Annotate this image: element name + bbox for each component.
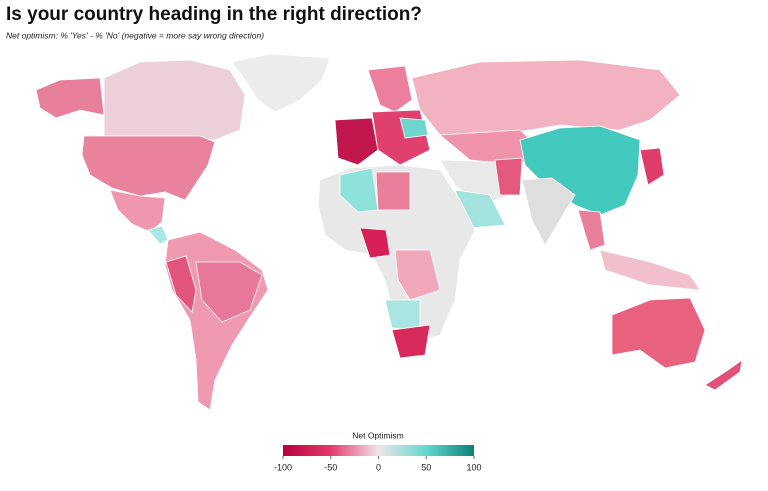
country	[399, 117, 429, 139]
country	[439, 159, 511, 206]
country	[231, 53, 331, 113]
country	[391, 324, 431, 359]
tick-label: 0	[376, 462, 381, 472]
country	[109, 189, 166, 233]
world-map	[35, 53, 743, 411]
country	[519, 125, 641, 216]
country	[339, 167, 379, 213]
subtitle: Net optimism: % 'Yes' - % 'No' (negative…	[6, 30, 264, 40]
legend-title: Net Optimism	[352, 430, 403, 440]
country	[359, 227, 391, 259]
country	[384, 299, 421, 331]
country	[367, 65, 413, 113]
country	[599, 249, 701, 291]
country	[577, 209, 606, 251]
title: Is your country heading in the right dir…	[6, 4, 422, 25]
country	[195, 261, 263, 323]
legend: Net Optimism -100 -50 0 50 100	[274, 430, 482, 472]
country	[375, 171, 411, 211]
country	[411, 59, 681, 136]
tick-label: 50	[421, 462, 431, 472]
country	[35, 77, 105, 119]
country	[334, 117, 379, 166]
colorbar	[283, 445, 474, 456]
country	[165, 255, 197, 313]
tick-label: -50	[324, 462, 337, 472]
country	[521, 177, 576, 246]
country	[704, 359, 743, 391]
country	[611, 297, 706, 369]
country	[81, 135, 216, 201]
country	[394, 249, 441, 301]
tick-label: -100	[274, 462, 292, 472]
country	[494, 157, 523, 196]
country	[103, 59, 246, 141]
country	[639, 147, 665, 186]
tick-label: 100	[466, 462, 481, 472]
